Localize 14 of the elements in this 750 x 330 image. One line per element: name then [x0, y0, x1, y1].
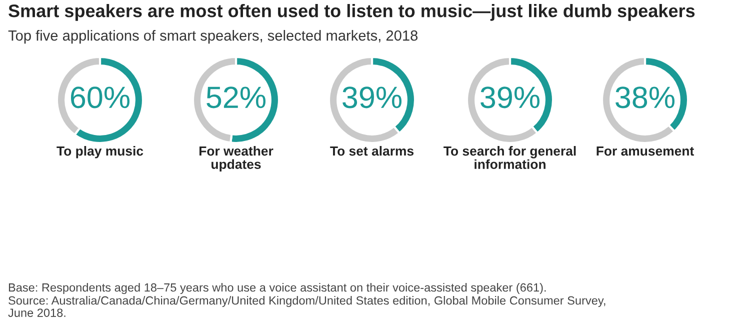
data-label: 52%: [206, 86, 266, 108]
text: Top five applications of smart speakers, selected markets, 2018: [8, 30, 418, 44]
data-label: 39%: [342, 86, 402, 108]
data-label: 60%: [70, 86, 130, 108]
data-label: 38%: [616, 86, 674, 108]
text: For amusement: [596, 146, 694, 156]
source-note: Source: Australia/Canada/China/Germany/United Kingdom/United States edition, Global Mobile Consumer Survey, June 2018.: [8, 296, 606, 317]
text: To search for general information: [444, 146, 576, 170]
text: To set alarms: [330, 146, 414, 156]
text: For weather updates: [199, 146, 274, 172]
text: Base: Respondents aged 18–75 years who use a voice assistant on their voice-assisted speaker (661).: [8, 283, 546, 294]
data-label: 39%: [480, 86, 540, 108]
text: To play music: [56, 146, 144, 158]
text: Smart speakers are most often used to listen to music—just like dumb speakers: [8, 4, 695, 21]
